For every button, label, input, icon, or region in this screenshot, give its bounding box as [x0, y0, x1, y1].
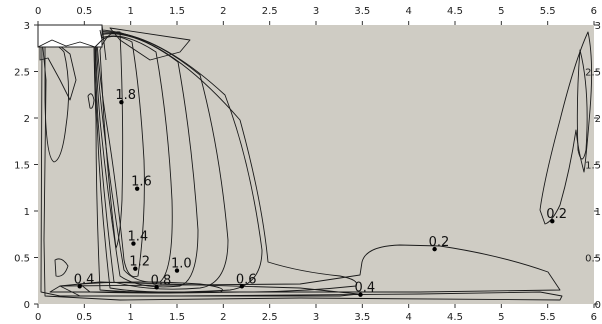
- x-tick-label-top: 5: [498, 6, 504, 17]
- y-tick-label-left: 1.5: [14, 161, 30, 172]
- y-tick-label-left: 0.5: [14, 254, 30, 265]
- y-tick-label-left: 2: [24, 114, 30, 125]
- x-tick-label-bottom: 2.5: [262, 312, 278, 323]
- y-tick-label-right: 0.5: [585, 254, 601, 265]
- x-tick-label-bottom: 3.5: [354, 312, 370, 323]
- contour-line-left-loop: [44, 43, 70, 163]
- y-tick-label-left: 0: [24, 300, 30, 311]
- contour-label-point: [174, 268, 180, 273]
- y-tick-label-right: 1: [595, 207, 601, 218]
- contour-line-12: [94, 33, 199, 288]
- x-tick-label-top: 2: [220, 6, 226, 17]
- x-axis-top: 0 0.5 1 1.5 2 2.5 3 3.5 4 4.5 5 5.5 6: [35, 6, 597, 25]
- x-tick-label-bottom: 4: [405, 312, 411, 323]
- contour-label: 1.8: [115, 88, 136, 103]
- contour-label: 1.0: [171, 257, 192, 272]
- contour-line-16: [96, 36, 145, 278]
- contour-line-lower-inner: [79, 281, 223, 294]
- y-tick-label-right: 0: [595, 300, 601, 311]
- x-tick-label-top: 6: [591, 6, 597, 17]
- y-tick-label-right: 3: [595, 21, 601, 32]
- x-tick-label-bottom: 3: [313, 312, 319, 323]
- contour-line-08: [93, 31, 263, 293]
- contour-lines: [39, 27, 593, 301]
- x-tick-label-top: 1.5: [169, 6, 185, 17]
- contour-label-point: [550, 219, 555, 224]
- x-tick-label-top: 0: [35, 6, 41, 17]
- x-tick-label-bottom: 1: [127, 312, 133, 323]
- inlet-box: [37, 24, 103, 48]
- contour-label-point: [154, 285, 159, 290]
- plot-area: [38, 25, 594, 304]
- y-axis-left: 0 0.5 1 1.5 2 2.5 3: [14, 21, 38, 311]
- x-tick-label-top: 5.5: [540, 6, 556, 17]
- y-tick-label-right: 1.5: [585, 161, 601, 172]
- contour-label: 0.2: [429, 235, 450, 250]
- x-tick-label-top: 3.5: [354, 6, 370, 17]
- x-tick-label-bottom: 6: [591, 312, 597, 323]
- x-tick-label-top: 1: [127, 6, 133, 17]
- contour-label: 0.6: [236, 272, 257, 287]
- contour-label-point: [77, 284, 82, 289]
- y-tick-label-left: 1: [24, 207, 30, 218]
- y-tick-label-right: 2.5: [585, 68, 601, 79]
- x-tick-label-top: 2.5: [262, 6, 278, 17]
- contour-label: 1.4: [127, 230, 148, 245]
- x-tick-label-bottom: 2: [220, 312, 226, 323]
- x-tick-label-bottom: 0: [35, 312, 41, 323]
- contour-label: 0.4: [354, 281, 375, 296]
- contour-label-point: [358, 292, 363, 297]
- y-axis-right: 0 0.5 1 1.5 2 2.5 3: [585, 21, 601, 311]
- contour-line-10: [94, 32, 229, 290]
- contour-label: 0.8: [151, 273, 172, 288]
- x-tick-label-bottom: 5: [498, 312, 504, 323]
- y-tick-label-left: 2.5: [14, 68, 30, 79]
- x-tick-label-bottom: 1.5: [169, 312, 185, 323]
- x-tick-label-top: 4.5: [447, 6, 463, 17]
- contour-label-point: [432, 246, 437, 252]
- contour-label: 0.4: [74, 272, 95, 287]
- contour-label-point: [133, 266, 138, 271]
- contour-label: 0.2: [546, 207, 567, 222]
- contour-line-top-blob: [109, 27, 191, 61]
- y-tick-label-right: 2: [595, 114, 601, 125]
- x-tick-label-top: 0.5: [76, 6, 92, 17]
- inlet-edge-lines: [37, 24, 107, 61]
- contour-line-left-small: [54, 258, 69, 277]
- contour-line-right-inner: [576, 49, 588, 160]
- contour-line-02: [49, 244, 561, 293]
- contour-label-point: [119, 99, 124, 105]
- x-axis-bottom: 0 0.5 1 1.5 2 2.5 3 3.5 4 4.5 5 5.5 6: [35, 304, 597, 323]
- contour-line-left-column: [87, 93, 95, 109]
- y-tick-label-left: 3: [24, 21, 30, 32]
- x-tick-label-bottom: 4.5: [447, 312, 463, 323]
- contour-labels: 1.8 1.6 1.4 1.2 1.00.8 0.6 0.4 0.4 0.2 0.2: [74, 88, 567, 297]
- contour-label-point: [134, 186, 140, 191]
- contour-label: 1.2: [129, 255, 150, 270]
- contour-line-right-loop: [539, 31, 593, 225]
- x-tick-label-top: 3: [313, 6, 319, 17]
- contour-line-06: [93, 29, 358, 294]
- contour-label: 1.6: [131, 175, 152, 190]
- x-tick-label-bottom: 5.5: [540, 312, 556, 323]
- x-tick-label-bottom: 0.5: [76, 312, 92, 323]
- x-tick-label-top: 4: [405, 6, 411, 17]
- contour-label-point: [239, 284, 245, 289]
- contour-label-point: [131, 241, 136, 246]
